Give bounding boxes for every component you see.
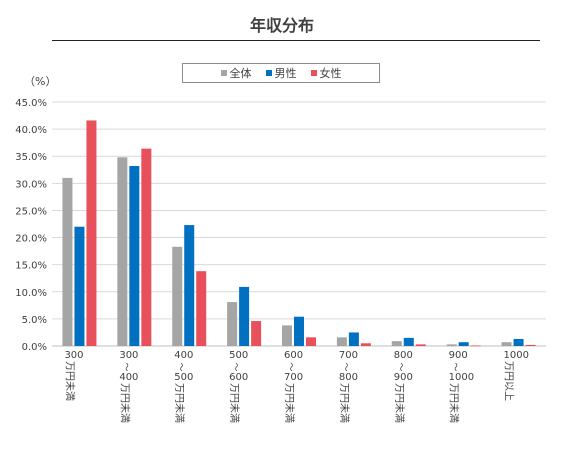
- bar: [470, 345, 481, 347]
- y-tick-label: 5.0%: [22, 315, 47, 326]
- x-tick-label: 万円未満: [173, 383, 185, 423]
- bar: [415, 344, 426, 346]
- bar: [348, 332, 359, 346]
- x-tick-label: 300: [119, 350, 138, 361]
- legend-label-male: 男性: [274, 67, 297, 80]
- x-tick-label: 1000: [504, 350, 529, 361]
- y-tick-label: 35.0%: [15, 152, 47, 163]
- bar: [62, 177, 73, 346]
- legend-swatch-male: [265, 70, 272, 76]
- x-tick-label: 万円未満: [63, 361, 75, 401]
- x-tick-label: ～: [450, 362, 460, 371]
- x-tick-label: 500: [229, 350, 248, 361]
- bar: [184, 225, 195, 346]
- bar: [86, 120, 97, 347]
- bar: [403, 337, 414, 346]
- x-tick-label: ～: [340, 362, 350, 371]
- x-tick-label: 400: [174, 350, 193, 361]
- x-tick-label: 万円未満: [283, 383, 295, 423]
- x-tick-label: 900: [449, 350, 468, 361]
- x-tick-label: 500: [174, 372, 193, 383]
- x-tick-label: ～: [175, 362, 185, 371]
- y-tick-label: 10.0%: [15, 288, 47, 299]
- bar: [172, 246, 183, 346]
- bar: [294, 316, 304, 346]
- x-tick-label: 万円未満: [118, 383, 130, 423]
- x-tick-label: 万円未満: [448, 383, 460, 423]
- chart-legend: 全体 男性 女性: [182, 63, 380, 83]
- bar: [446, 344, 457, 346]
- x-tick-label: 800: [394, 350, 413, 361]
- chart-title: 年収分布: [249, 16, 314, 35]
- y-axis-unit: （%）: [24, 75, 57, 88]
- legend-swatch-female: [310, 70, 317, 76]
- y-tick-label: 45.0%: [15, 98, 47, 109]
- bar: [74, 226, 85, 346]
- x-tick-label: 1000: [449, 372, 474, 383]
- x-tick-label: 600: [284, 350, 303, 361]
- x-tick-label: 万円以上: [503, 361, 515, 401]
- bar: [336, 337, 347, 346]
- x-tick-label: 万円未満: [338, 383, 350, 423]
- x-tick-label: 700: [339, 350, 358, 361]
- x-tick-label: ～: [285, 362, 295, 371]
- x-tick-label: 700: [284, 372, 303, 383]
- legend-label-female: 女性: [319, 67, 342, 80]
- legend-item-female: 女性: [310, 65, 342, 81]
- y-tick-label: 40.0%: [15, 125, 47, 136]
- bar: [227, 302, 238, 346]
- bar: [251, 321, 262, 346]
- x-tick-label: 万円未満: [393, 383, 405, 423]
- bar: [501, 342, 512, 346]
- y-tick-label: 0.0%: [22, 342, 47, 353]
- x-tick-label: ～: [120, 362, 130, 371]
- bar: [282, 325, 292, 346]
- legend-item-all: 全体: [220, 65, 252, 81]
- bar: [306, 337, 316, 346]
- y-tick-label: 15.0%: [15, 261, 47, 272]
- y-tick-label: 20.0%: [15, 234, 47, 245]
- bar: [129, 165, 140, 346]
- x-tick-label: ～: [395, 362, 405, 371]
- x-tick-label: 万円未満: [228, 383, 240, 423]
- bar: [196, 271, 207, 346]
- legend-swatch-all: [220, 70, 227, 76]
- x-tick-label: 300: [64, 350, 83, 361]
- bar: [391, 341, 402, 346]
- bar: [141, 148, 152, 346]
- x-tick-label: 800: [339, 372, 358, 383]
- bar: [513, 338, 524, 346]
- title-underline: [52, 40, 540, 41]
- bar: [239, 286, 250, 346]
- bar: [458, 342, 469, 346]
- legend-item-male: 男性: [265, 65, 297, 81]
- y-tick-label: 30.0%: [15, 179, 47, 190]
- x-tick-label: 600: [229, 372, 248, 383]
- bar: [525, 344, 536, 346]
- bar: [117, 157, 128, 346]
- x-tick-label: 900: [394, 372, 413, 383]
- bar: [360, 343, 371, 346]
- x-tick-label: ～: [230, 362, 240, 371]
- y-tick-label: 25.0%: [15, 206, 47, 217]
- legend-label-all: 全体: [229, 67, 252, 80]
- x-tick-label: 400: [119, 372, 138, 383]
